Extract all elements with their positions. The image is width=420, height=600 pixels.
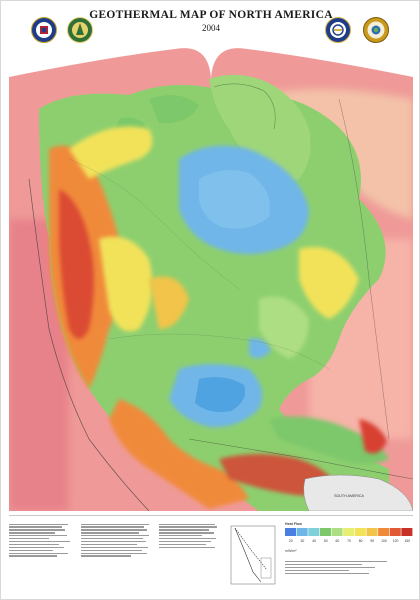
eastern-warm-zone	[299, 247, 359, 319]
pacific-plate-boundary	[28, 178, 150, 511]
text-column-3	[159, 522, 221, 550]
agency-seal-icon	[31, 17, 57, 43]
legend-swatch	[308, 528, 320, 536]
legend-tick-label: 70	[347, 539, 351, 543]
heat-flow-map[interactable]: SOUTH AMERICA	[9, 39, 413, 511]
legend-panel: Heat Flow 20 30 40 50 60 70 80 90 100 120 150 mW/m…	[9, 515, 413, 596]
doe-seal-icon	[67, 17, 93, 43]
south-america-inset	[303, 474, 413, 511]
legend-swatch	[366, 528, 378, 536]
temperature-depth-chart	[230, 525, 276, 585]
legend-swatch	[285, 528, 297, 536]
legend-heading: Heat Flow	[285, 522, 302, 526]
greenland	[209, 74, 311, 183]
legend-tick-label: 30	[301, 539, 305, 543]
legend-color-bar: 20 30 40 50 60 70 80 90 100 120 150	[285, 528, 413, 543]
legend-tick-label: 90	[370, 539, 374, 543]
mid-atlantic-ridge	[338, 98, 390, 440]
map-title-block: GEOTHERMAL MAP OF NORTH AMERICA 2004	[1, 9, 420, 33]
caribbean	[269, 416, 389, 464]
legend-swatch	[378, 528, 390, 536]
legend-tick-label: 40	[312, 539, 316, 543]
basin-range-hot-zone	[59, 189, 94, 339]
map-year: 2004	[202, 23, 220, 33]
legend-swatch	[331, 528, 343, 536]
society-seal-icon	[325, 17, 351, 43]
heat-flow-legend: Heat Flow 20 30 40 50 60 70 80 90 100 120 150 mW/m…	[285, 522, 413, 575]
alaska-warm-zone	[69, 126, 153, 179]
foundation-seal-icon	[363, 17, 389, 43]
legend-tick-label: 50	[324, 539, 328, 543]
text-column-1	[9, 522, 75, 558]
legend-swatch	[354, 528, 366, 536]
legend-swatch	[389, 528, 401, 536]
text-column-2	[81, 522, 153, 558]
legend-tick-label: 150	[404, 539, 410, 543]
legend-tick-label: 60	[335, 539, 339, 543]
legend-tick-label: 20	[289, 539, 293, 543]
legend-tick-label: 80	[359, 539, 363, 543]
map-title: GEOTHERMAL MAP OF NORTH AMERICA	[89, 9, 333, 21]
gulf-of-mexico	[195, 377, 246, 412]
legend-tick-label: 100	[381, 539, 387, 543]
arctic-islands	[149, 95, 199, 124]
legend-swatch	[401, 528, 413, 536]
legend-swatch	[296, 528, 308, 536]
hudson-bay	[199, 170, 270, 229]
legend-units: mW/m²	[285, 549, 297, 553]
inset-label: SOUTH AMERICA	[334, 494, 364, 498]
antilles-hot-zone	[359, 419, 387, 454]
legend-swatch	[319, 528, 331, 536]
mexico-hot-zone	[109, 399, 249, 509]
legend-tick-label: 120	[393, 539, 399, 543]
legend-swatch	[343, 528, 355, 536]
